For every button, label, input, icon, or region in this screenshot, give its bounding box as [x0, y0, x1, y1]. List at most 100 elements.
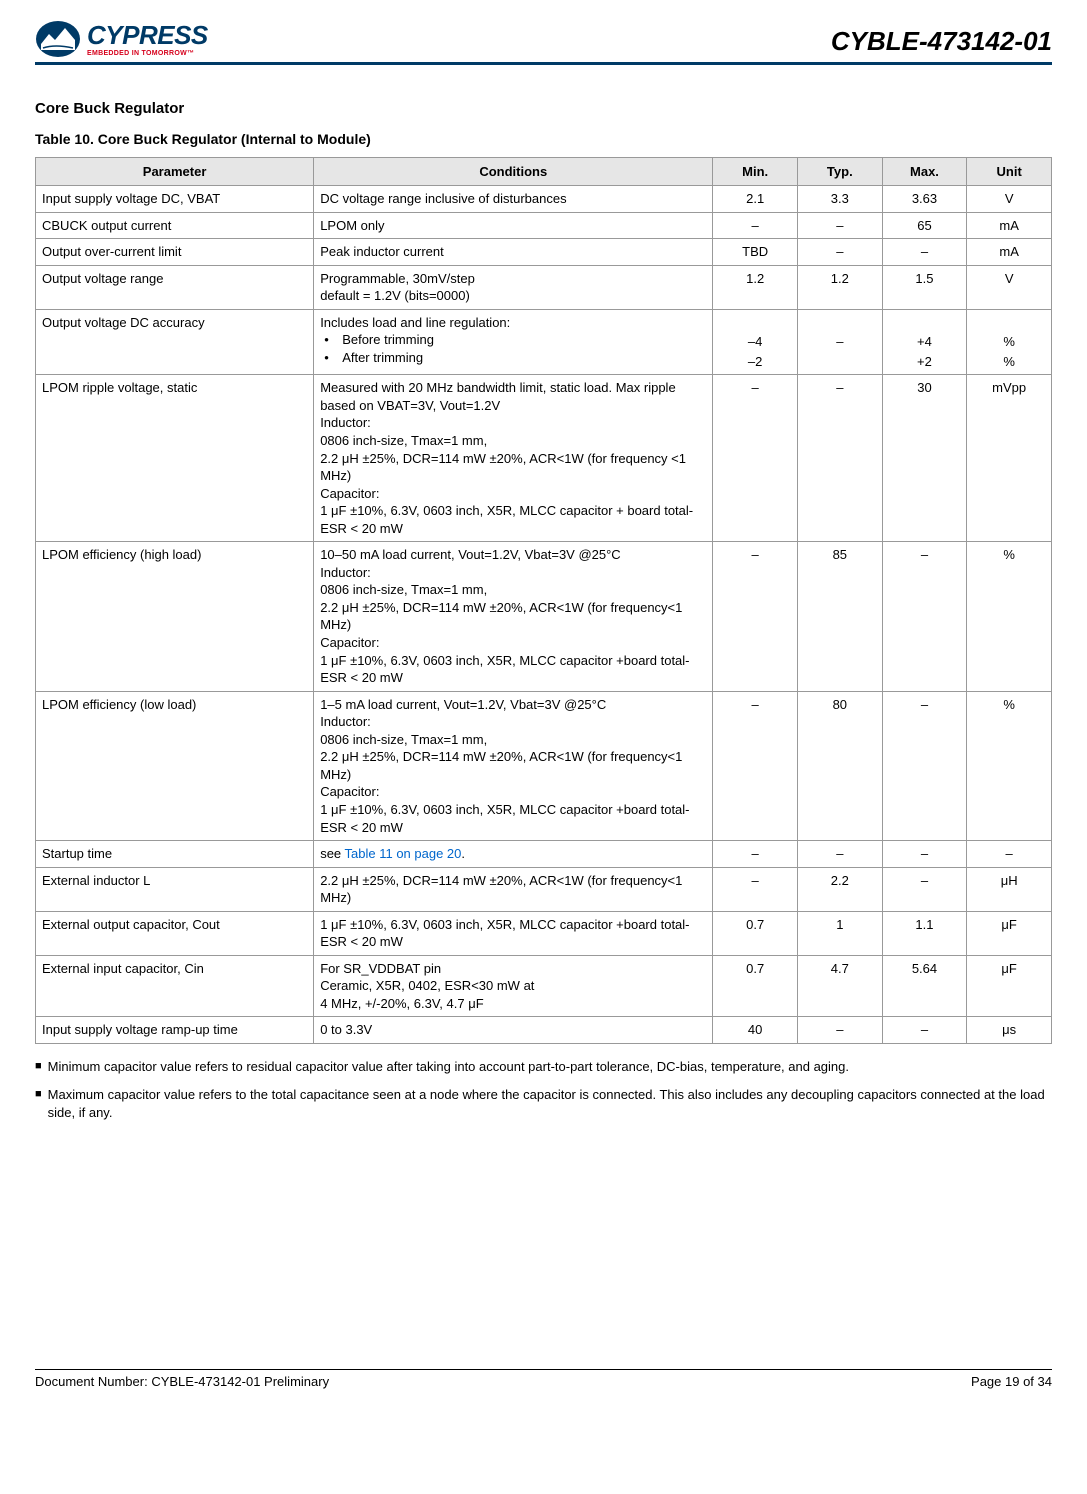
cond-line: 2.2 μH ±25%, DCR=114 mW ±20%, ACR<1W (fo…	[320, 599, 706, 634]
cell-unit: μF	[967, 911, 1052, 955]
startup-link[interactable]: Table 11 on page 20	[345, 846, 462, 861]
cell-param: Startup time	[36, 841, 314, 868]
min-before: –4	[748, 333, 762, 351]
table-row: Input supply voltage DC, VBAT DC voltage…	[36, 186, 1052, 213]
notes-block: ■ Minimum capacitor value refers to resi…	[35, 1058, 1052, 1123]
col-conditions: Conditions	[314, 158, 713, 186]
cell-cond: Programmable, 30mV/step default = 1.2V (…	[314, 265, 713, 309]
cell-cond: 1–5 mA load current, Vout=1.2V, Vbat=3V …	[314, 691, 713, 840]
cond-line: Includes load and line regulation:	[320, 314, 706, 332]
col-unit: Unit	[967, 158, 1052, 186]
cell-max: 1.5	[882, 265, 967, 309]
cell-typ: 1.2	[797, 265, 882, 309]
logo-text: CYPRESS EMBEDDED IN TOMORROW™	[87, 22, 208, 57]
cell-param: CBUCK output current	[36, 212, 314, 239]
cond-line: 2.2 μH ±25%, DCR=114 mW ±20%, ACR<1W (fo…	[320, 450, 706, 485]
cond-line: Inductor:	[320, 713, 706, 731]
table-row: Output over-current limit Peak inductor …	[36, 239, 1052, 266]
cell-min: 40	[713, 1017, 798, 1044]
cell-max: +4 +2	[882, 309, 967, 375]
cond-post: .	[461, 846, 465, 861]
note-text: Minimum capacitor value refers to residu…	[48, 1058, 849, 1076]
cond-pre: see	[320, 846, 344, 861]
cell-param: Output voltage range	[36, 265, 314, 309]
min-after: –2	[748, 353, 762, 371]
cond-line: Capacitor:	[320, 485, 706, 503]
cell-cond: LPOM only	[314, 212, 713, 239]
cell-max: 1.1	[882, 911, 967, 955]
cell-unit: μF	[967, 955, 1052, 1017]
cell-param: LPOM efficiency (high load)	[36, 542, 314, 691]
table-caption: Table 10. Core Buck Regulator (Internal …	[35, 131, 1052, 147]
square-bullet-icon: ■	[35, 1086, 42, 1104]
cell-cond: 1 μF ±10%, 6.3V, 0603 inch, X5R, MLCC ca…	[314, 911, 713, 955]
cell-typ: –	[797, 212, 882, 239]
page-header: CYPRESS EMBEDDED IN TOMORROW™ CYBLE-4731…	[35, 20, 1052, 65]
cell-typ: –	[797, 309, 882, 375]
cell-unit: μH	[967, 867, 1052, 911]
cell-max: 65	[882, 212, 967, 239]
cell-param: Output voltage DC accuracy	[36, 309, 314, 375]
max-before: +4	[917, 333, 932, 351]
doc-number: Document Number: CYBLE-473142-01 Prelimi…	[35, 1374, 329, 1389]
cell-unit: μs	[967, 1017, 1052, 1044]
logo: CYPRESS EMBEDDED IN TOMORROW™	[35, 20, 208, 58]
col-min: Min.	[713, 158, 798, 186]
table-row: External inductor L 2.2 μH ±25%, DCR=114…	[36, 867, 1052, 911]
cell-min: –	[713, 212, 798, 239]
cell-typ: –	[797, 375, 882, 542]
cell-typ: 1	[797, 911, 882, 955]
section-title: Core Buck Regulator	[35, 100, 1052, 117]
cell-param: Input supply voltage DC, VBAT	[36, 186, 314, 213]
logo-name: CYPRESS	[87, 22, 208, 48]
bullet-item: After trimming	[320, 349, 706, 367]
table-row: LPOM efficiency (low load) 1–5 mA load c…	[36, 691, 1052, 840]
cond-line: Inductor:	[320, 414, 706, 432]
table-row: Output voltage range Programmable, 30mV/…	[36, 265, 1052, 309]
cell-cond: 2.2 μH ±25%, DCR=114 mW ±20%, ACR<1W (fo…	[314, 867, 713, 911]
cell-max: –	[882, 239, 967, 266]
cell-typ: 3.3	[797, 186, 882, 213]
cell-param: External input capacitor, Cin	[36, 955, 314, 1017]
note-text: Maximum capacitor value refers to the to…	[48, 1086, 1052, 1122]
square-bullet-icon: ■	[35, 1058, 42, 1076]
page-number: Page 19 of 34	[971, 1374, 1052, 1389]
cell-min: 1.2	[713, 265, 798, 309]
cell-typ: –	[797, 1017, 882, 1044]
cell-unit: V	[967, 186, 1052, 213]
cell-typ: –	[797, 239, 882, 266]
cell-param: External output capacitor, Cout	[36, 911, 314, 955]
cell-min: 0.7	[713, 911, 798, 955]
table-row: LPOM efficiency (high load) 10–50 mA loa…	[36, 542, 1052, 691]
cell-max: –	[882, 542, 967, 691]
table-row: Startup time see Table 11 on page 20. – …	[36, 841, 1052, 868]
cell-cond: DC voltage range inclusive of disturbanc…	[314, 186, 713, 213]
cond-line: Capacitor:	[320, 634, 706, 652]
cell-typ: 80	[797, 691, 882, 840]
cond-line: 10–50 mA load current, Vout=1.2V, Vbat=3…	[320, 546, 706, 564]
cell-min: –	[713, 691, 798, 840]
bullet-list: Before trimming After trimming	[320, 331, 706, 366]
part-number: CYBLE-473142-01	[831, 26, 1052, 57]
cell-param: Input supply voltage ramp-up time	[36, 1017, 314, 1044]
cond-line: default = 1.2V (bits=0000)	[320, 287, 706, 305]
cond-line: 1–5 mA load current, Vout=1.2V, Vbat=3V …	[320, 696, 706, 714]
table-row: External output capacitor, Cout 1 μF ±10…	[36, 911, 1052, 955]
table-header-row: Parameter Conditions Min. Typ. Max. Unit	[36, 158, 1052, 186]
cell-max: 30	[882, 375, 967, 542]
cell-param: LPOM efficiency (low load)	[36, 691, 314, 840]
cell-cond: Includes load and line regulation: Befor…	[314, 309, 713, 375]
cond-line: 2.2 μH ±25%, DCR=114 mW ±20%, ACR<1W (fo…	[320, 748, 706, 783]
cell-min: –	[713, 867, 798, 911]
cell-unit: V	[967, 265, 1052, 309]
cell-typ: 4.7	[797, 955, 882, 1017]
cell-unit: mA	[967, 212, 1052, 239]
cell-cond: For SR_VDDBAT pin Ceramic, X5R, 0402, ES…	[314, 955, 713, 1017]
cond-line: 1 μF ±10%, 6.3V, 0603 inch, X5R, MLCC ca…	[320, 652, 706, 687]
cell-param: LPOM ripple voltage, static	[36, 375, 314, 542]
table-row: Output voltage DC accuracy Includes load…	[36, 309, 1052, 375]
cell-param: Output over-current limit	[36, 239, 314, 266]
cell-min: 0.7	[713, 955, 798, 1017]
cell-cond: Measured with 20 MHz bandwidth limit, st…	[314, 375, 713, 542]
cell-max: –	[882, 841, 967, 868]
